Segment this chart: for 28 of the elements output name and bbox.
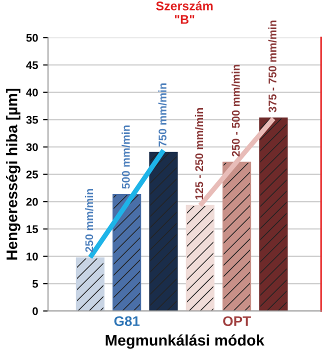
bar: [149, 152, 178, 311]
chart-title: Szerszám "B": [156, 1, 213, 24]
bar: [259, 117, 288, 311]
y-tick-label: 35: [26, 116, 38, 124]
annotation: 250 mm/min: [85, 188, 94, 252]
x-tick-label: G81: [114, 316, 140, 326]
y-tick-label: 25: [26, 170, 38, 178]
annotation: 375 - 750 mm/min: [268, 20, 277, 112]
y-tick-label: 45: [26, 61, 38, 70]
x-tick-label: OPT: [223, 316, 251, 326]
bar: [222, 162, 252, 311]
y-tick-label: 20: [26, 198, 38, 206]
bar: [112, 194, 142, 311]
y-tick-label: 5: [32, 280, 38, 288]
y-tick-label: 0: [32, 307, 38, 316]
y-tick-label: 40: [26, 88, 38, 96]
y-tick-label: 10: [26, 252, 38, 260]
annotation: 125 - 250 mm/min: [194, 108, 204, 200]
annotation: 250 - 500 mm/min: [232, 64, 240, 156]
annotation: 500 mm/min: [122, 126, 130, 189]
bar: [186, 204, 214, 311]
y-tick-label: 30: [26, 143, 38, 152]
y-tick-label: 15: [26, 225, 38, 234]
y-tick-label: 50: [26, 34, 38, 42]
x-axis-title: Megmunkálási módok: [106, 334, 264, 349]
annotation: 750 mm/min: [158, 83, 167, 146]
y-axis-title: Hengerességi hiba [µm]: [6, 88, 20, 260]
bar: [76, 257, 104, 311]
